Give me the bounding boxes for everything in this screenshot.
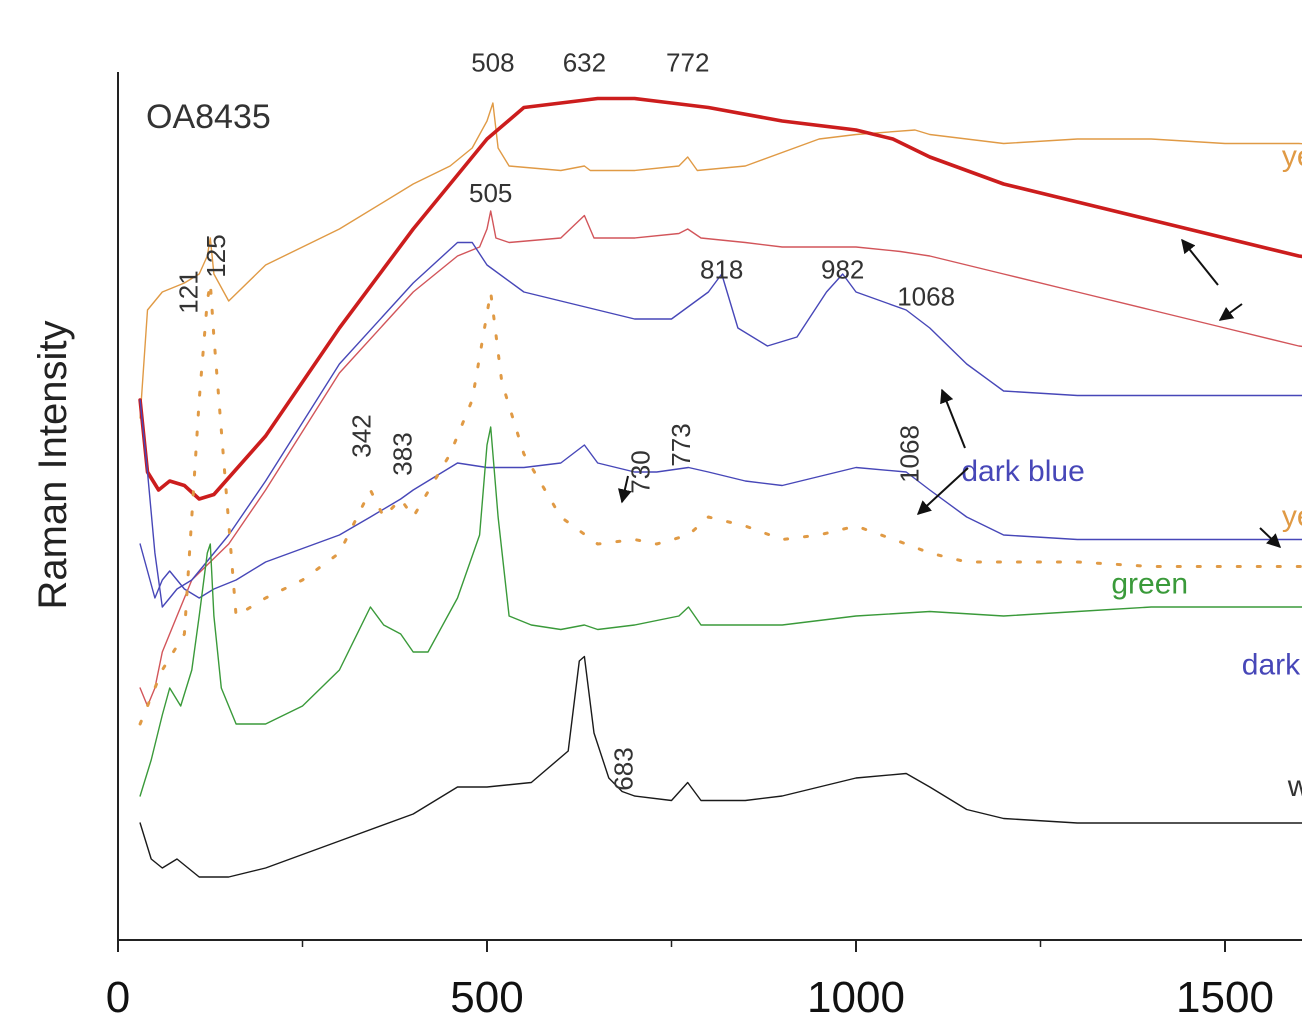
x-tick-label: 0 — [106, 973, 130, 1017]
series-line-yellow-5 — [138, 281, 1302, 726]
series-label-dark-blue: dark blue — [1242, 649, 1302, 682]
peak-label-1068: 1068 — [897, 282, 955, 312]
peak-label-1068: 1068 — [895, 425, 925, 483]
series-label-yellow: yellow — [1282, 500, 1302, 533]
series-line-green-6 — [139, 426, 1302, 797]
peak-label-125: 125 — [201, 234, 231, 277]
series-label-yellow: yellow — [1282, 140, 1302, 173]
series-line-dark-blue-4 — [139, 444, 1302, 599]
peak-label-730: 730 — [625, 450, 655, 493]
peak-label-683: 683 — [608, 747, 638, 790]
series-label-green: green — [1111, 568, 1188, 601]
chart-title: OA8435 — [146, 98, 271, 136]
pointer-arrows — [618, 238, 1282, 548]
series-label-white: white — [1287, 770, 1302, 803]
peak-label-772: 772 — [666, 48, 709, 78]
peak-label-383: 383 — [388, 432, 418, 475]
series-line-white-7 — [139, 655, 1302, 878]
x-tick-label: 1000 — [807, 973, 905, 1017]
peak-label-121: 121 — [174, 270, 204, 313]
peak-label-982: 982 — [821, 255, 864, 285]
series-line-red-2 — [139, 210, 1302, 707]
peak-label-508: 508 — [471, 48, 514, 78]
series-line-red-1 — [138, 96, 1302, 501]
peak-label-632: 632 — [563, 48, 606, 78]
peak-label-505: 505 — [469, 178, 512, 208]
peak-label-342: 342 — [346, 414, 376, 457]
series-line-yellow-0 — [139, 102, 1302, 419]
series-label-dark-blue: dark blue — [961, 455, 1084, 488]
peak-label-773: 773 — [666, 423, 696, 466]
x-tick-label: 1500 — [1176, 973, 1274, 1017]
y-axis-label: Raman Intensity — [31, 320, 75, 609]
x-tick-label: 500 — [450, 973, 523, 1017]
series-line-dark-blue-3 — [139, 241, 1302, 608]
peak-label-818: 818 — [700, 255, 743, 285]
